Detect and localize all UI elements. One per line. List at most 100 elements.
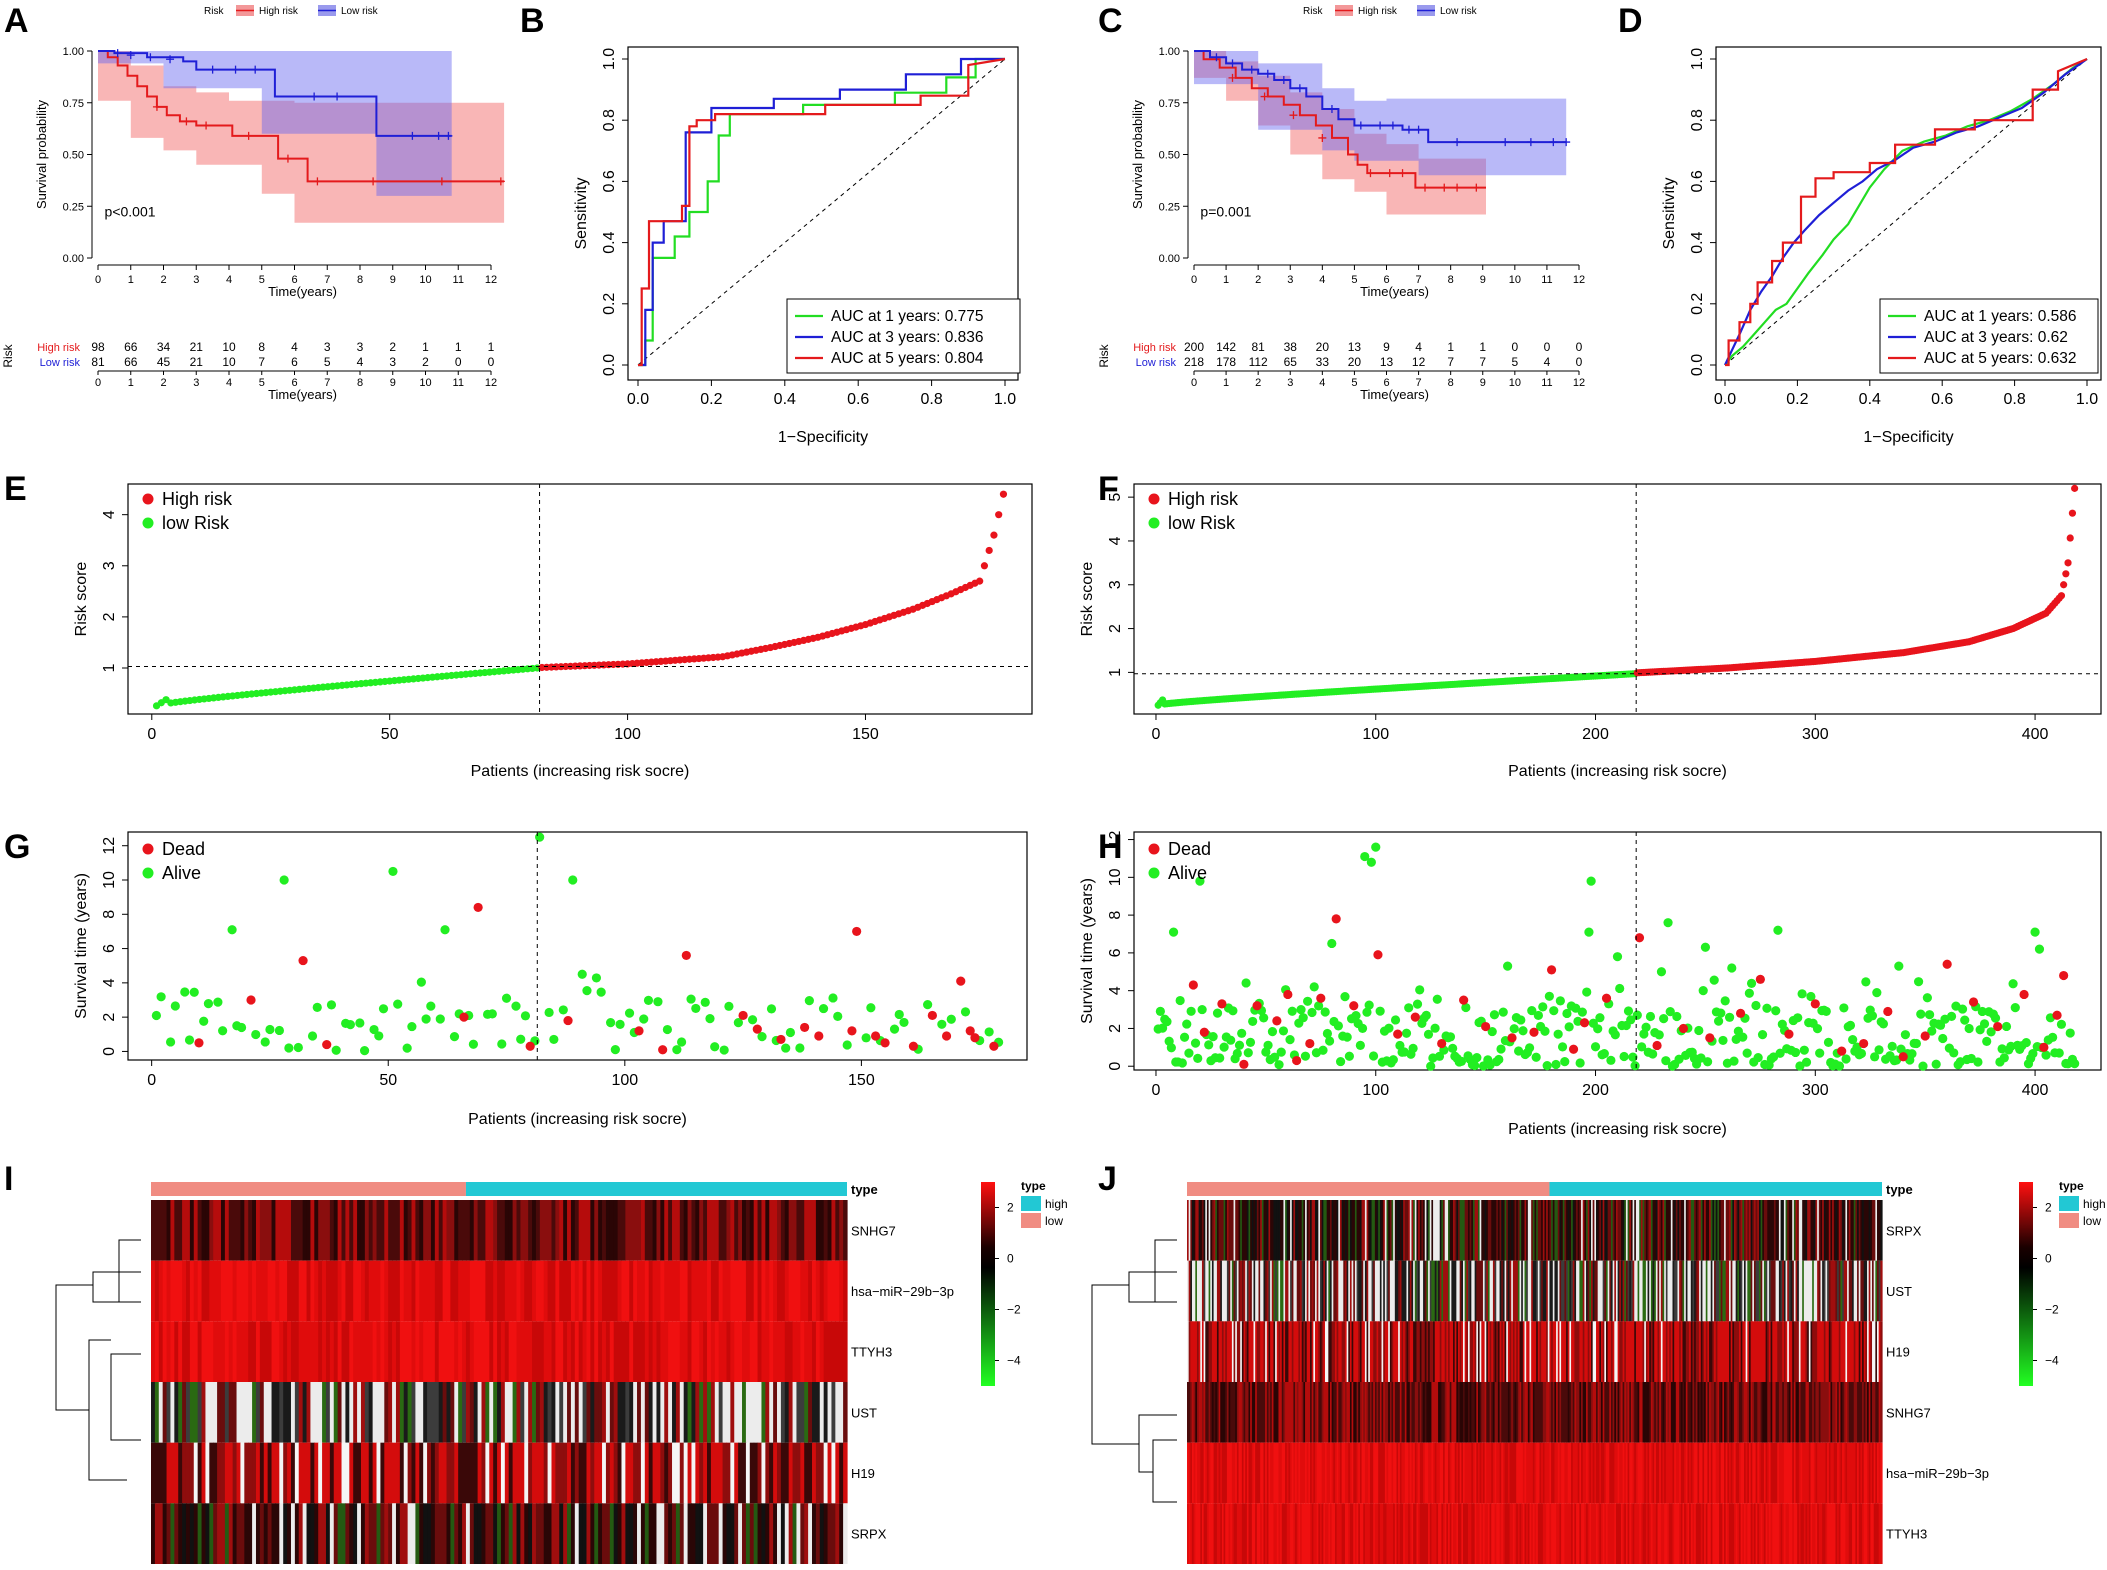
heatmap-cell xyxy=(1562,1200,1566,1261)
heatmap-cell xyxy=(1875,1382,1878,1443)
heatmap-cell xyxy=(660,1503,665,1564)
heatmap-cell xyxy=(1433,1260,1436,1322)
heatmap-cell xyxy=(481,1260,486,1322)
y-tick-label: 0.4 xyxy=(1689,231,1706,253)
heatmap-cell xyxy=(524,1442,529,1504)
heatmap-cell xyxy=(1414,1503,1418,1564)
heatmap-cell xyxy=(1647,1200,1650,1261)
heatmap-cell xyxy=(267,1442,273,1504)
alive-point xyxy=(1960,1015,1970,1025)
heatmap-cell xyxy=(512,1321,518,1382)
heatmap-cell xyxy=(672,1200,677,1261)
heatmap-cell xyxy=(1474,1321,1477,1382)
heatmap-cell xyxy=(1594,1321,1597,1382)
alive-point xyxy=(440,925,450,935)
heatmap-cell xyxy=(1384,1503,1388,1564)
heatmap-cell xyxy=(1830,1260,1833,1322)
heatmap-cell xyxy=(1772,1382,1775,1443)
heatmap-cell xyxy=(1236,1382,1240,1443)
alive-point xyxy=(312,1002,322,1012)
heatmap-cell xyxy=(1674,1321,1677,1382)
heatmap-cell xyxy=(213,1382,218,1443)
heatmap-cell xyxy=(547,1260,553,1322)
heatmap-cell xyxy=(1730,1200,1733,1261)
heatmap-cell xyxy=(1582,1321,1585,1382)
alive-point xyxy=(1872,988,1882,998)
heatmap-cell xyxy=(1807,1260,1810,1322)
heatmap-cell xyxy=(462,1200,467,1261)
heatmap-cell xyxy=(1782,1321,1785,1382)
heatmap-cell xyxy=(1755,1382,1758,1443)
heatmap-cell xyxy=(1687,1382,1690,1443)
alive-point xyxy=(1371,842,1381,852)
heatmap-cell xyxy=(252,1442,257,1504)
heatmap-cell xyxy=(1614,1442,1617,1504)
heatmap-cell xyxy=(407,1503,413,1564)
heatmap-cell xyxy=(1532,1260,1536,1322)
heatmap-cell xyxy=(1484,1382,1487,1443)
heatmap-cell xyxy=(1215,1200,1218,1261)
heatmap-cell xyxy=(185,1442,191,1504)
heatmap-cell xyxy=(1315,1200,1318,1261)
heatmap-cell xyxy=(1255,1200,1258,1261)
risk-point xyxy=(995,511,1003,519)
dead-point xyxy=(1898,1052,1908,1062)
x-tick-label: 100 xyxy=(611,1072,638,1089)
risk-table-count: 21 xyxy=(190,355,204,369)
heatmap-cell xyxy=(1724,1382,1727,1443)
heatmap-cell xyxy=(1339,1200,1343,1261)
heatmap-cell xyxy=(1243,1321,1246,1382)
heatmap-cell xyxy=(209,1260,214,1322)
dead-point xyxy=(1755,974,1765,984)
heatmap-cell xyxy=(679,1382,685,1443)
risk-table-tick-label: 8 xyxy=(1448,377,1454,389)
heatmap-cell xyxy=(1298,1200,1301,1261)
alive-point xyxy=(251,1029,261,1040)
heatmap-cell xyxy=(1534,1260,1537,1322)
heatmap-cell xyxy=(158,1260,164,1322)
dead-point xyxy=(1252,1001,1262,1011)
y-axis-title: Risk score xyxy=(1079,562,1096,637)
heatmap-cell xyxy=(415,1442,420,1504)
heatmap-cell xyxy=(718,1321,724,1382)
heatmap-cell xyxy=(1742,1321,1745,1382)
heatmap-cell xyxy=(1424,1200,1428,1261)
heatmap-cell xyxy=(1655,1260,1659,1322)
heatmap-cell xyxy=(1389,1503,1393,1564)
heatmap-cell xyxy=(1376,1382,1379,1443)
risk-table-count: 200 xyxy=(1184,340,1204,354)
heatmap-cell xyxy=(423,1200,428,1261)
heatmap-cell xyxy=(493,1321,498,1382)
alive-point xyxy=(1845,1020,1856,1030)
heatmap-cell xyxy=(1837,1260,1840,1322)
heatmap-cell xyxy=(1364,1321,1368,1382)
heatmap-cell xyxy=(1657,1382,1660,1443)
heatmap-cell xyxy=(399,1200,405,1261)
heatmap-cell xyxy=(1800,1382,1803,1443)
alive-point xyxy=(1586,876,1596,886)
heatmap-cell xyxy=(504,1442,510,1504)
heatmap-cell xyxy=(714,1200,720,1261)
heatmap-cell xyxy=(1250,1200,1253,1261)
heatmap-cell xyxy=(1649,1321,1652,1382)
heatmap-cell xyxy=(217,1442,222,1504)
heatmap-cell xyxy=(644,1382,650,1443)
heatmap-cell xyxy=(1554,1382,1557,1443)
heatmap-cell xyxy=(1798,1382,1802,1443)
heatmap-cell xyxy=(287,1442,292,1504)
heatmap-cell xyxy=(1474,1442,1477,1504)
heatmap-cell xyxy=(376,1321,382,1382)
heatmap-cell xyxy=(1251,1321,1255,1382)
heatmap-cell xyxy=(244,1200,249,1261)
heatmap-cell xyxy=(1325,1442,1328,1504)
heatmap-cell xyxy=(1677,1200,1680,1261)
heatmap-cell xyxy=(1311,1503,1314,1564)
heatmap-cell xyxy=(1830,1382,1833,1443)
heatmap-cell xyxy=(1363,1503,1366,1564)
heatmap-cell xyxy=(1374,1260,1378,1322)
alive-point xyxy=(719,1045,729,1055)
heatmap-cell xyxy=(1431,1260,1434,1322)
heatmap-cell xyxy=(1499,1260,1502,1322)
heatmap-cell xyxy=(1579,1260,1582,1322)
